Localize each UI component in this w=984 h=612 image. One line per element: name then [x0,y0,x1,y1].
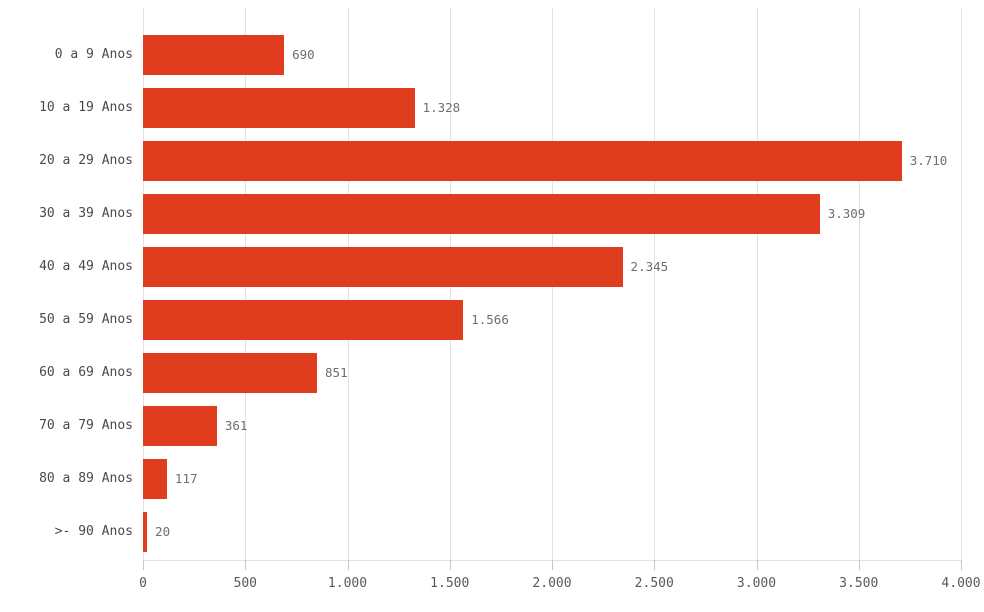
x-tick-label: 4.000 [941,576,981,591]
value-label: 690 [292,47,315,62]
x-tick-mark [654,560,656,570]
x-tick-label: 2.500 [634,576,674,591]
category-label: 0 a 9 Anos [54,47,133,62]
value-label: 851 [325,365,348,380]
x-tick-mark [961,560,962,570]
bar[interactable] [143,34,285,75]
bar-track: 3.309 [143,193,984,234]
bar-track: 1.328 [143,87,984,128]
bar-track: 851 [143,352,984,393]
gridline [961,8,962,560]
value-label: 2.345 [630,259,669,274]
bar[interactable] [143,405,217,446]
bar-row: 80 a 89 Anos 117 [0,452,984,505]
x-tick-mark [552,560,553,570]
category-label: 60 a 69 Anos [39,365,133,380]
value-label: 3.309 [827,206,866,221]
bar-row: 50 a 59 Anos 1.566 [0,293,984,346]
bar-row: 10 a 19 Anos 1.328 [0,81,984,134]
category-label: 50 a 59 Anos [39,312,133,327]
bar-track: 2.345 [143,246,984,287]
value-label: 1.566 [471,312,509,327]
gridline [756,8,758,560]
category-label: 10 a 19 Anos [39,100,133,115]
bar-track: 361 [143,405,984,446]
bar-track: 20 [143,511,984,552]
x-tick-mark [449,560,451,570]
value-label: 20 [155,524,171,539]
x-tick-label: 0 [139,576,147,591]
value-label: 361 [224,418,248,433]
x-tick-label: 3.500 [839,576,879,591]
bar-row: 0 a 9 Anos 690 [0,28,984,81]
x-tick-label: 1.500 [430,576,470,591]
bar-row: 20 a 29 Anos 3.710 [0,134,984,187]
x-tick-label: 1.000 [327,576,368,591]
x-tick-mark [245,560,247,570]
bar[interactable] [143,87,415,128]
value-label: 1.328 [422,100,461,115]
x-tick-label: 3.000 [736,576,777,591]
bar[interactable] [143,193,820,234]
gridline [858,8,860,560]
value-label: 3.710 [909,153,948,168]
bar[interactable] [143,299,464,340]
bar-track: 117 [143,458,984,499]
x-tick-mark [858,560,860,570]
category-label: 80 a 89 Anos [39,471,133,486]
bar-rows: 0 a 9 Anos 690 10 a 19 Anos 1.328 20 a 29 An… [0,28,984,558]
category-label: >- 90 Anos [54,524,133,539]
bar-row: >- 90 Anos 20 [0,505,984,558]
bar-track: 690 [143,34,984,75]
bar-row: 70 a 79 Anos 361 [0,399,984,452]
bar[interactable] [143,140,902,181]
category-label: 30 a 39 Anos [39,206,133,221]
bar[interactable] [143,458,167,499]
category-label: 40 a 49 Anos [39,259,133,274]
bar-track: 3.710 [143,140,984,181]
gridline [654,8,656,560]
x-tick-label: 2.000 [532,576,572,591]
bar[interactable] [143,511,148,552]
category-label: 70 a 79 Anos [39,418,133,433]
bar[interactable] [143,352,318,393]
bar-row: 40 a 49 Anos 2.345 [0,240,984,293]
bar-row: 30 a 39 Anos 3.309 [0,187,984,240]
x-tick-mark [143,560,144,570]
x-tick-mark [756,560,758,570]
category-label: 20 a 29 Anos [39,153,133,168]
value-label: 117 [174,471,198,486]
bar-track: 1.566 [143,299,984,340]
bar-row: 60 a 69 Anos 851 [0,346,984,399]
bar[interactable] [143,246,623,287]
x-tick-label: 500 [233,576,257,591]
x-tick-mark [347,560,349,570]
